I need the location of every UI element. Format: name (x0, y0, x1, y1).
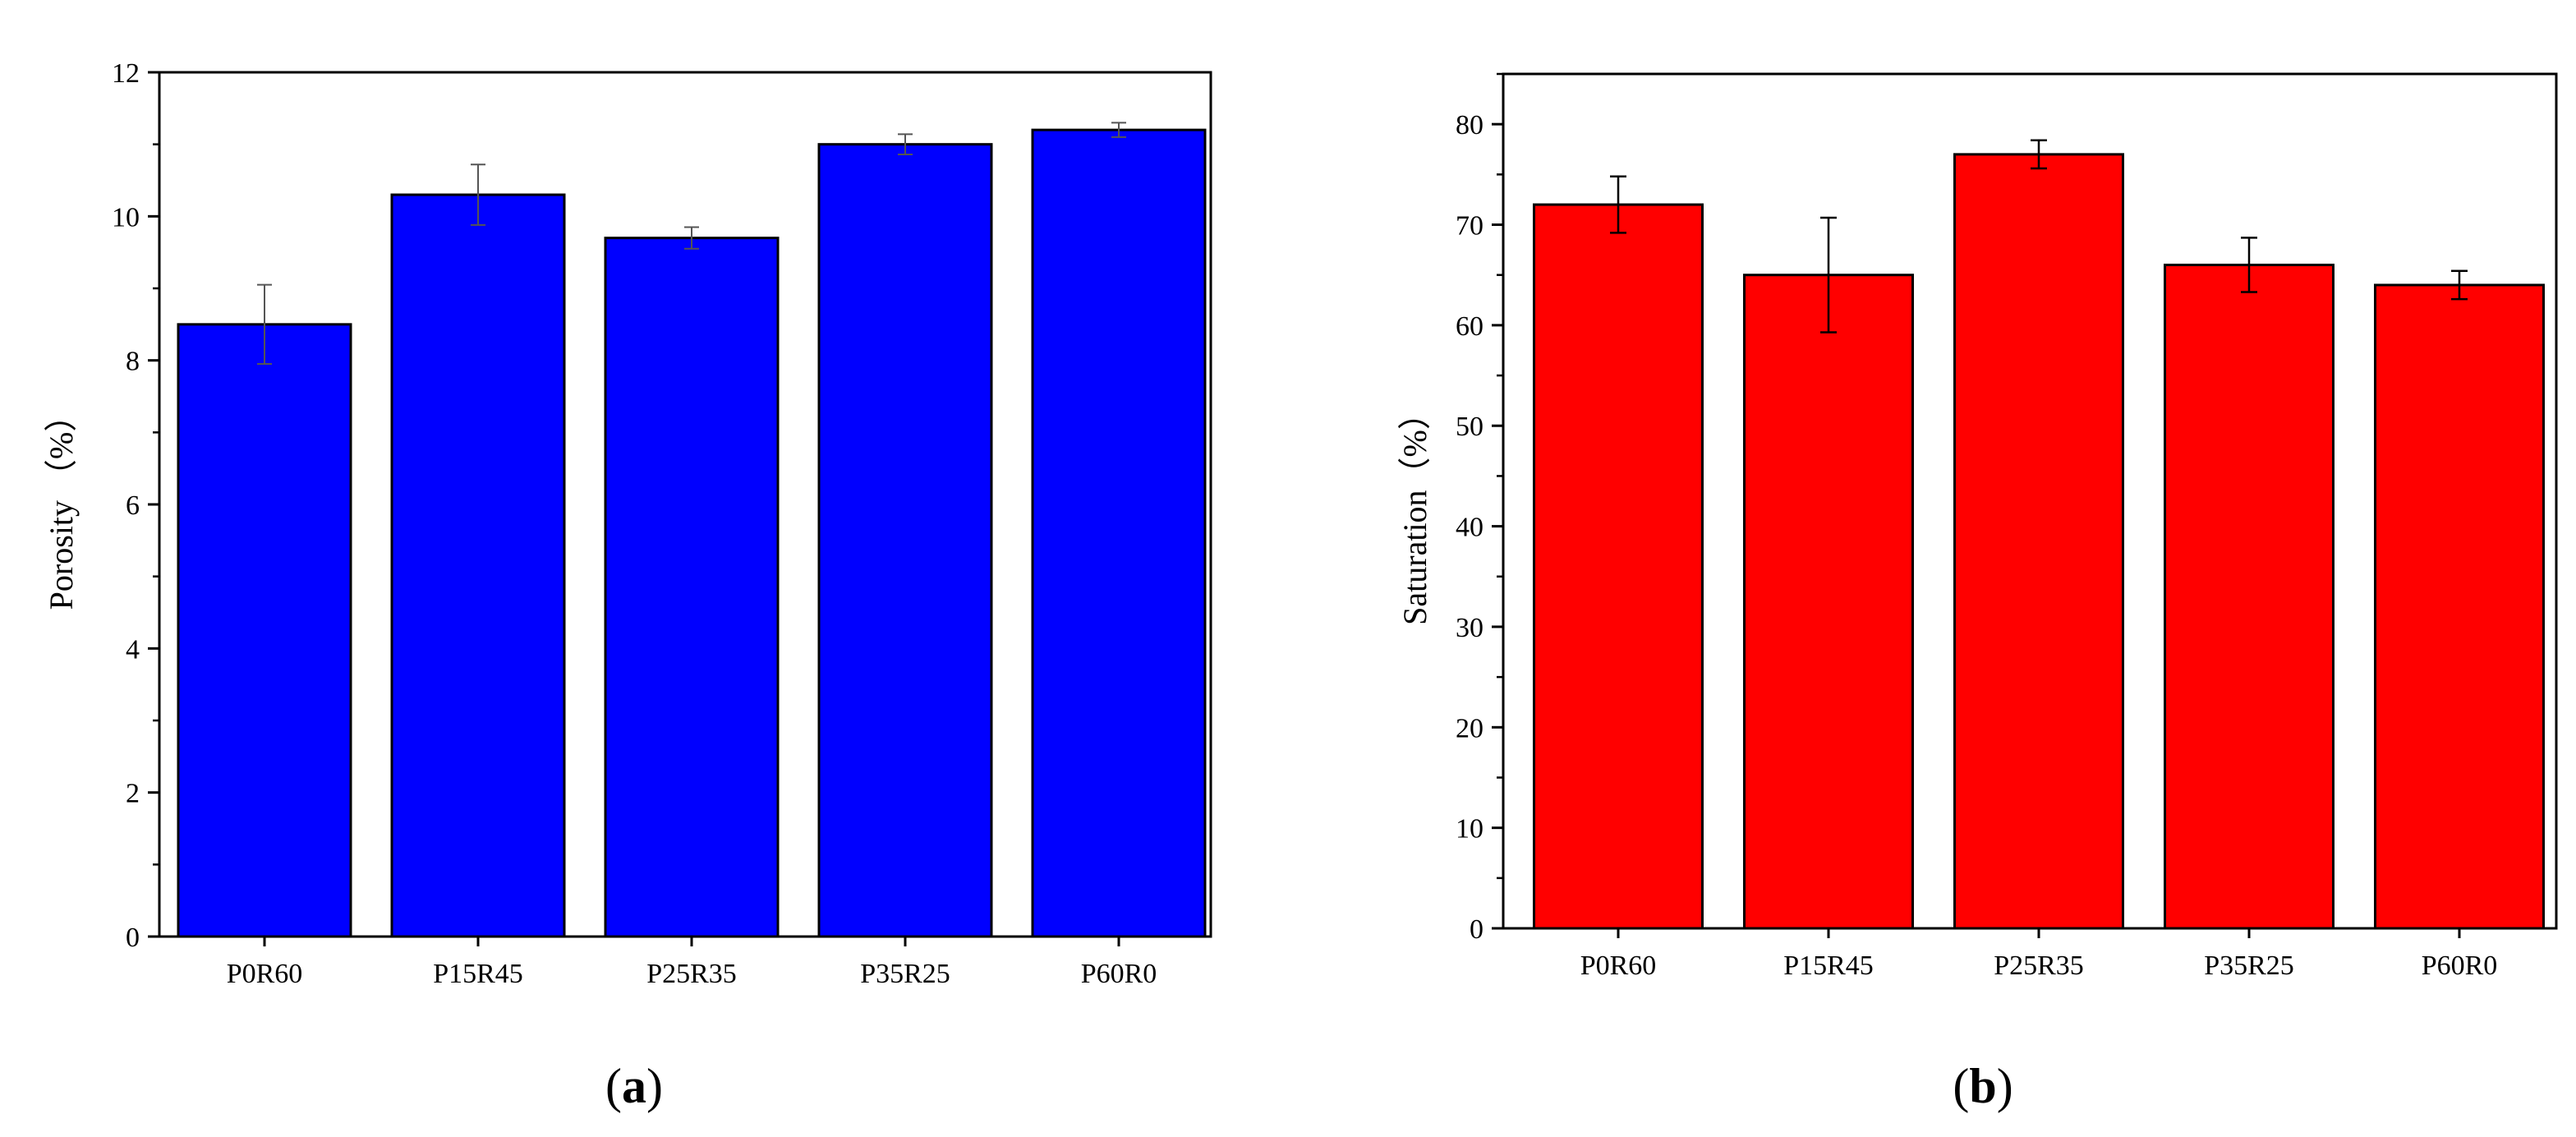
y-tick-label: 20 (1456, 713, 1484, 743)
bar-P25R35 (1953, 153, 2124, 930)
chart-b-panel-label-close: ) (1997, 1059, 2013, 1113)
chart-a-panel-label-open: ( (605, 1059, 622, 1113)
chart-a-panel-label-close: ) (646, 1059, 663, 1113)
x-tick-label-P0R60: P0R60 (227, 959, 303, 989)
y-tick-label: 80 (1456, 110, 1484, 140)
bar-P35R25 (817, 143, 993, 938)
y-tick-label: 6 (126, 490, 140, 521)
y-tick-label: 40 (1456, 513, 1484, 543)
chart-a-bars (177, 122, 1207, 938)
x-tick-label-P25R35: P25R35 (646, 959, 737, 989)
y-tick-label: 8 (126, 347, 140, 377)
bar-P15R45 (1743, 274, 1914, 930)
bar-P15R45 (390, 193, 566, 938)
x-tick-label-P60R0: P60R0 (2422, 951, 2498, 981)
chart-a-x-axis: P0R60 P15R45 P25R35 P35R25 P60R0 (227, 937, 1157, 989)
chart-b: 0 10 20 30 40 50 60 70 80 P0R60 P15R45 P25R35 P35R2… (1396, 72, 2558, 1113)
chart-b-y-axis-title: Saturation（%） (1396, 397, 1433, 625)
x-tick-label-P60R0: P60R0 (1081, 959, 1157, 989)
chart-b-y-axis: 0 10 20 30 40 50 60 70 80 (1456, 72, 1503, 945)
bar-P60R0 (1031, 128, 1207, 938)
chart-a: 0 2 4 6 8 10 12 P0R60 P15R45 P25R35 P35R25 P60R0 P… (43, 58, 1212, 1113)
y-tick-label: 4 (126, 634, 140, 665)
bar-P60R0 (2374, 283, 2545, 930)
chart-b-panel-label-letter: b (1969, 1059, 1996, 1113)
chart-b-x-axis: P0R60 P15R45 P25R35 P35R25 P60R0 (1580, 928, 2498, 981)
bar-P0R60 (177, 323, 352, 938)
x-tick-label-P25R35: P25R35 (1994, 951, 2084, 981)
chart-b-bars (1533, 139, 2545, 930)
chart-b-panel-label-open: ( (1953, 1059, 1969, 1113)
x-tick-label-P35R25: P35R25 (860, 959, 950, 989)
bar-P35R25 (2164, 263, 2334, 930)
chart-a-panel-label-letter: a (622, 1059, 646, 1113)
y-tick-label: 50 (1456, 412, 1484, 442)
x-tick-label-P15R45: P15R45 (1783, 951, 1874, 981)
chart-a-y-axis: 0 2 4 6 8 10 12 (112, 58, 159, 953)
chart-a-y-axis-title: Porosity （%） (43, 399, 80, 610)
bar-P0R60 (1533, 203, 1704, 930)
y-tick-label: 60 (1456, 311, 1484, 342)
y-tick-label: 70 (1456, 211, 1484, 242)
bar-P25R35 (604, 237, 780, 938)
x-tick-label-P15R45: P15R45 (433, 959, 523, 989)
y-tick-label: 30 (1456, 613, 1484, 643)
y-tick-label: 2 (126, 779, 140, 809)
y-tick-label: 12 (112, 58, 140, 89)
y-tick-label: 10 (1456, 814, 1484, 845)
y-tick-label: 0 (126, 923, 140, 953)
chart-b-panel-label: (b) (1953, 1059, 2012, 1113)
x-tick-label-P35R25: P35R25 (2204, 951, 2294, 981)
y-tick-label: 10 (112, 202, 140, 232)
y-tick-label: 0 (1470, 914, 1484, 945)
x-tick-label-P0R60: P0R60 (1580, 951, 1657, 981)
chart-a-panel-label: (a) (605, 1059, 663, 1113)
